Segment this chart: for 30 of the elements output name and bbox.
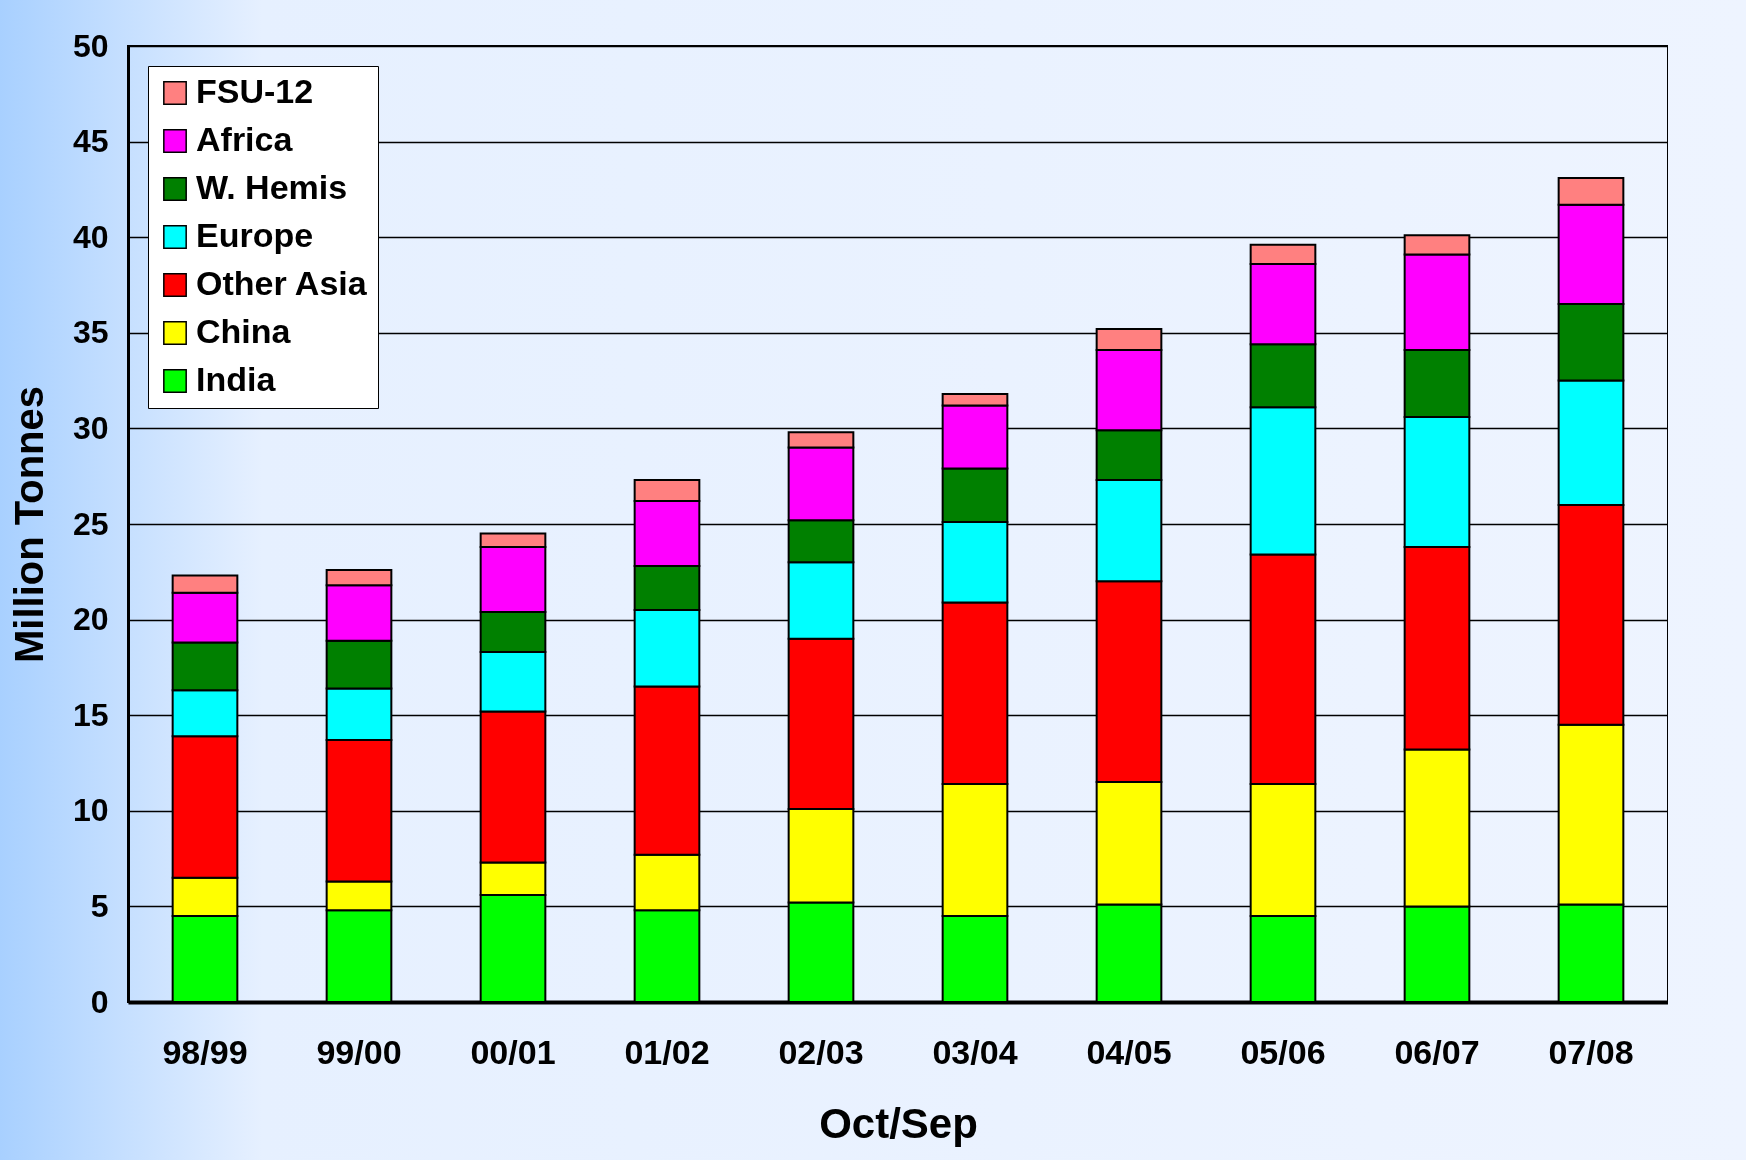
legend-label: Africa	[196, 120, 294, 158]
y-tick-label: 50	[72, 27, 109, 64]
x-tick-label: 07/08	[1548, 1032, 1634, 1071]
y-axis-title: Million Tonnes	[6, 385, 51, 664]
y-tick-label: 0	[90, 983, 109, 1020]
y-tick-label: 30	[72, 409, 109, 446]
legend-label: India	[196, 360, 277, 398]
x-tick-label: 98/99	[162, 1032, 248, 1071]
x-tick-label: 05/06	[1240, 1032, 1326, 1071]
legend-label: Other Asia	[196, 264, 368, 302]
x-tick-label: 99/00	[316, 1032, 402, 1071]
y-tick-label: 5	[90, 887, 109, 924]
legend-label: FSU-12	[196, 72, 314, 110]
x-axis-title: Oct/Sep	[819, 1099, 978, 1147]
x-tick-label: 04/05	[1086, 1032, 1172, 1071]
legend-label: Europe	[196, 216, 314, 254]
y-tick-label: 35	[72, 314, 109, 351]
x-tick-label: 00/01	[470, 1032, 556, 1071]
legend-label: China	[196, 312, 292, 350]
x-tick-label: 01/02	[624, 1032, 710, 1071]
y-tick-label: 40	[72, 218, 109, 255]
y-tick-label: 45	[72, 123, 109, 160]
y-tick-label: 15	[72, 696, 109, 733]
y-tick-label: 20	[72, 601, 109, 638]
y-tick-label: 10	[72, 792, 109, 829]
x-tick-label: 03/04	[932, 1032, 1018, 1071]
legend-label: W. Hemis	[196, 168, 348, 206]
x-tick-label: 02/03	[778, 1032, 864, 1071]
y-tick-label: 25	[72, 505, 109, 542]
x-tick-label: 06/07	[1394, 1032, 1480, 1071]
